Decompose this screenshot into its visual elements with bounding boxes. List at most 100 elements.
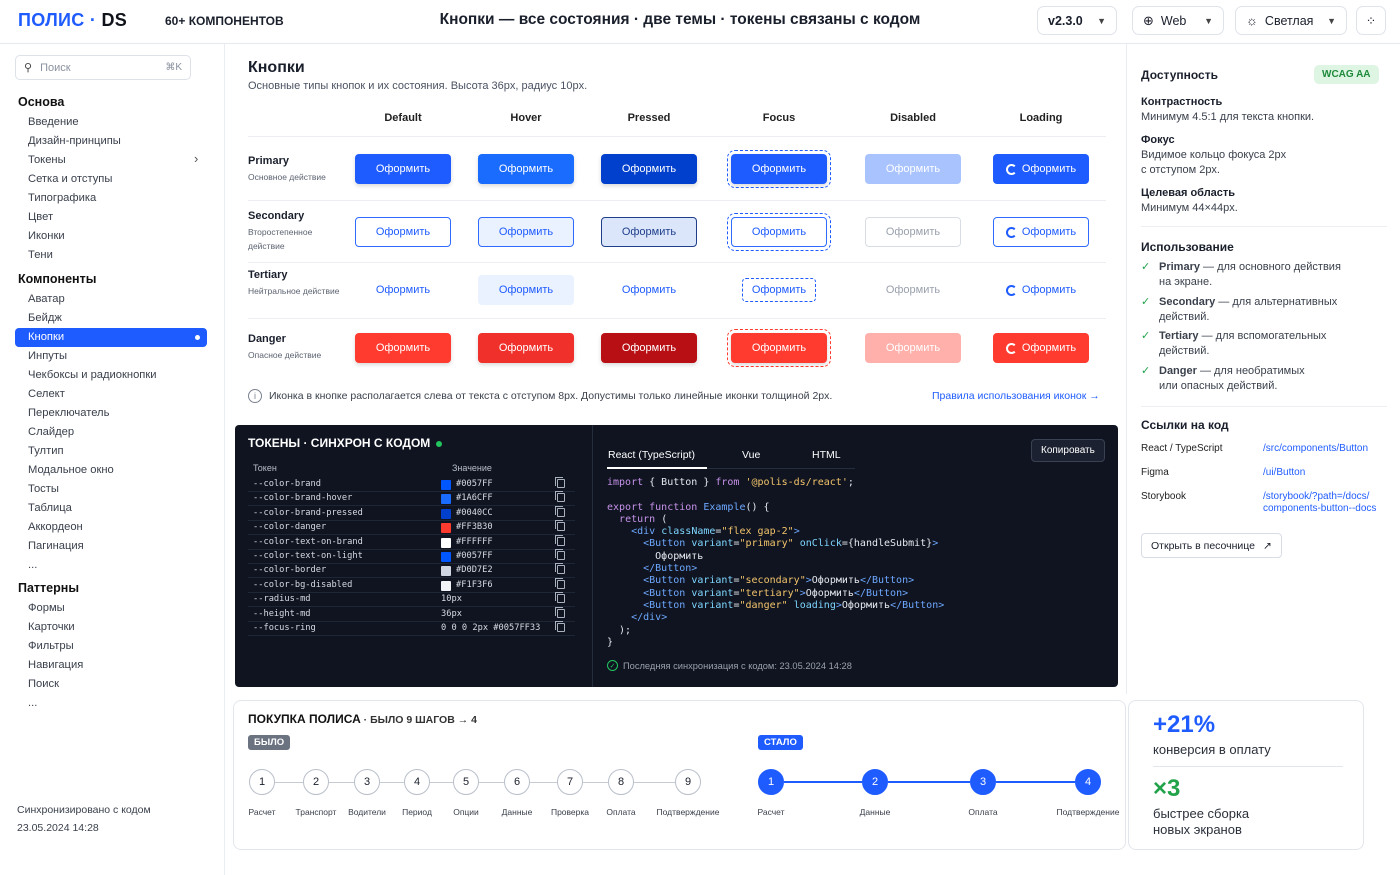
- sidebar-item[interactable]: Селект: [28, 388, 65, 400]
- search-input[interactable]: ⚲ Поиск ⌘K: [15, 55, 191, 80]
- sync-dot-icon: [436, 440, 443, 447]
- code-link[interactable]: /storybook/?path=/docs/ components-butto…: [1263, 491, 1377, 514]
- icon-rules-link[interactable]: Правила использования иконок →: [932, 390, 1100, 402]
- sidebar-item[interactable]: Иконки: [28, 230, 65, 242]
- button-sample-primary-default[interactable]: Оформить: [355, 154, 451, 184]
- button-sample-primary-focus[interactable]: Оформить: [727, 150, 831, 188]
- button-sample-tertiary-focus[interactable]: Оформить: [742, 278, 816, 302]
- icon-note: i Иконка в кнопке располагается слева от …: [248, 389, 832, 403]
- sidebar-item[interactable]: ...: [28, 697, 38, 709]
- sidebar-item[interactable]: Слайдер: [28, 426, 75, 438]
- token-row: --color-brand #0057FF: [248, 477, 575, 492]
- state-column-header: Default: [384, 112, 422, 124]
- sidebar-item[interactable]: ...: [28, 559, 38, 571]
- copy-icon[interactable]: [555, 534, 565, 546]
- sidebar-item[interactable]: Поиск: [28, 678, 60, 690]
- button-sample-tertiary-disabled[interactable]: Оформить: [885, 284, 941, 296]
- copy-icon[interactable]: [555, 505, 565, 517]
- sidebar-item[interactable]: Дизайн-принципы: [28, 135, 121, 147]
- last-sync: ✓ Последняя синхронизация с кодом: 23.05.…: [607, 660, 852, 671]
- button-sample-secondary-focus[interactable]: Оформить: [727, 213, 831, 251]
- copy-button[interactable]: Копировать: [1031, 439, 1105, 462]
- sidebar-item[interactable]: Тосты: [28, 483, 59, 495]
- copy-icon[interactable]: [555, 491, 565, 503]
- tab-react[interactable]: React (TypeScript): [608, 449, 695, 461]
- usage-item: ✓ Danger — для необратимых или опасных дей…: [1141, 365, 1305, 393]
- copy-icon[interactable]: [555, 520, 565, 532]
- sidebar-item[interactable]: Кнопки: [15, 328, 207, 347]
- code-link[interactable]: /src/components/Button: [1263, 443, 1369, 454]
- sidebar-item[interactable]: Пагинация: [28, 540, 84, 552]
- button-sample-secondary-disabled[interactable]: Оформить: [865, 217, 961, 247]
- button-sample-secondary-pressed[interactable]: Оформить: [601, 217, 697, 247]
- tab-html[interactable]: HTML: [812, 449, 841, 461]
- button-sample-danger-hover[interactable]: Оформить: [478, 333, 574, 363]
- button-sample-tertiary-loading[interactable]: Оформить: [993, 275, 1089, 305]
- sidebar-item[interactable]: Карточки: [28, 621, 75, 633]
- copy-icon[interactable]: [555, 549, 565, 560]
- open-sandbox-button[interactable]: Открыть в песочнице ↗: [1141, 533, 1282, 558]
- sidebar-item[interactable]: Сетка и отступы: [28, 173, 113, 185]
- token-row: --color-text-on-brand #FFFFFF: [248, 534, 575, 550]
- sidebar-item[interactable]: Бейдж: [28, 312, 62, 324]
- step-circle: 2: [303, 769, 329, 795]
- usage-title: Использование: [1141, 240, 1234, 254]
- sidebar-item[interactable]: Токены: [28, 154, 66, 166]
- sidebar-item[interactable]: Типографика: [28, 192, 97, 204]
- usage-item: ✓ Secondary — для альтернативных действий.: [1141, 295, 1338, 323]
- sidebar-item[interactable]: Аккордеон: [28, 521, 83, 533]
- page-title: Кнопки — все состояния · две темы · токе…: [439, 11, 921, 28]
- button-sample-tertiary-pressed[interactable]: Оформить: [621, 284, 677, 296]
- sidebar-item[interactable]: Аватар: [28, 293, 65, 305]
- state-column-header: Focus: [762, 112, 796, 124]
- button-sample-primary-hover[interactable]: Оформить: [478, 154, 574, 184]
- copy-icon[interactable]: [555, 621, 565, 632]
- copy-icon[interactable]: [555, 606, 565, 618]
- copy-icon[interactable]: [555, 563, 565, 575]
- button-sample-primary-pressed[interactable]: Оформить: [601, 154, 697, 184]
- sidebar-item[interactable]: Инпуты: [28, 350, 68, 362]
- copy-icon[interactable]: [555, 592, 565, 604]
- button-sample-danger-pressed[interactable]: Оформить: [601, 333, 697, 363]
- links-title: Ссылки на код: [1141, 418, 1229, 432]
- version-select[interactable]: v2.3.0 ▼: [1037, 6, 1117, 35]
- sidebar-item[interactable]: Тени: [28, 249, 53, 261]
- token-row: --height-md 36px: [248, 606, 575, 622]
- token-row: --color-brand-hover #1A6CFF: [248, 491, 575, 507]
- token-row: --color-danger #FF3B30: [248, 520, 575, 536]
- sidebar-item[interactable]: Модальное окно: [28, 464, 114, 476]
- sidebar-item[interactable]: Формы: [28, 602, 65, 614]
- theme-select[interactable]: ☼ Светлая ▼: [1235, 6, 1347, 35]
- copy-icon[interactable]: [555, 577, 565, 589]
- copy-icon[interactable]: [555, 477, 565, 488]
- target-desc: Минимум 44×44px.: [1141, 202, 1238, 214]
- sidebar-item[interactable]: Фильтры: [28, 640, 74, 652]
- sidebar-item[interactable]: Переключатель: [28, 407, 110, 419]
- more-icon[interactable]: ⁘: [1356, 6, 1386, 35]
- sidebar-item[interactable]: Введение: [28, 116, 79, 128]
- button-sample-danger-focus[interactable]: Оформить: [727, 329, 831, 367]
- button-sample-primary-loading[interactable]: Оформить: [993, 154, 1089, 184]
- spinner-icon: [1005, 226, 1017, 238]
- button-sample-primary-disabled[interactable]: Оформить: [865, 154, 961, 184]
- button-sample-tertiary-default[interactable]: Оформить: [375, 284, 431, 296]
- sidebar-item[interactable]: Навигация: [28, 659, 84, 671]
- sidebar-item[interactable]: Цвет: [28, 211, 54, 223]
- logo[interactable]: ПОЛИС · DS: [18, 10, 128, 30]
- after-tag: СТАЛО: [758, 735, 803, 750]
- step-circle-new: 1: [758, 769, 784, 795]
- button-sample-secondary-default[interactable]: Оформить: [355, 217, 451, 247]
- button-sample-danger-default[interactable]: Оформить: [355, 333, 451, 363]
- sidebar-item[interactable]: Тултип: [28, 445, 64, 457]
- platform-select[interactable]: ⊕ Web ▼: [1132, 6, 1224, 35]
- button-sample-secondary-hover[interactable]: Оформить: [478, 217, 574, 247]
- tab-vue[interactable]: Vue: [742, 449, 761, 461]
- button-sample-secondary-loading[interactable]: Оформить: [993, 217, 1089, 247]
- button-sample-danger-loading[interactable]: Оформить: [993, 333, 1089, 363]
- step-label: Подтверждение: [656, 807, 720, 817]
- sidebar-item[interactable]: Чекбоксы и радиокнопки: [28, 369, 157, 381]
- sidebar-item[interactable]: Таблица: [28, 502, 72, 514]
- button-sample-danger-disabled[interactable]: Оформить: [865, 333, 961, 363]
- button-sample-tertiary-hover[interactable]: Оформить: [478, 275, 574, 305]
- code-link[interactable]: /ui/Button: [1263, 467, 1306, 478]
